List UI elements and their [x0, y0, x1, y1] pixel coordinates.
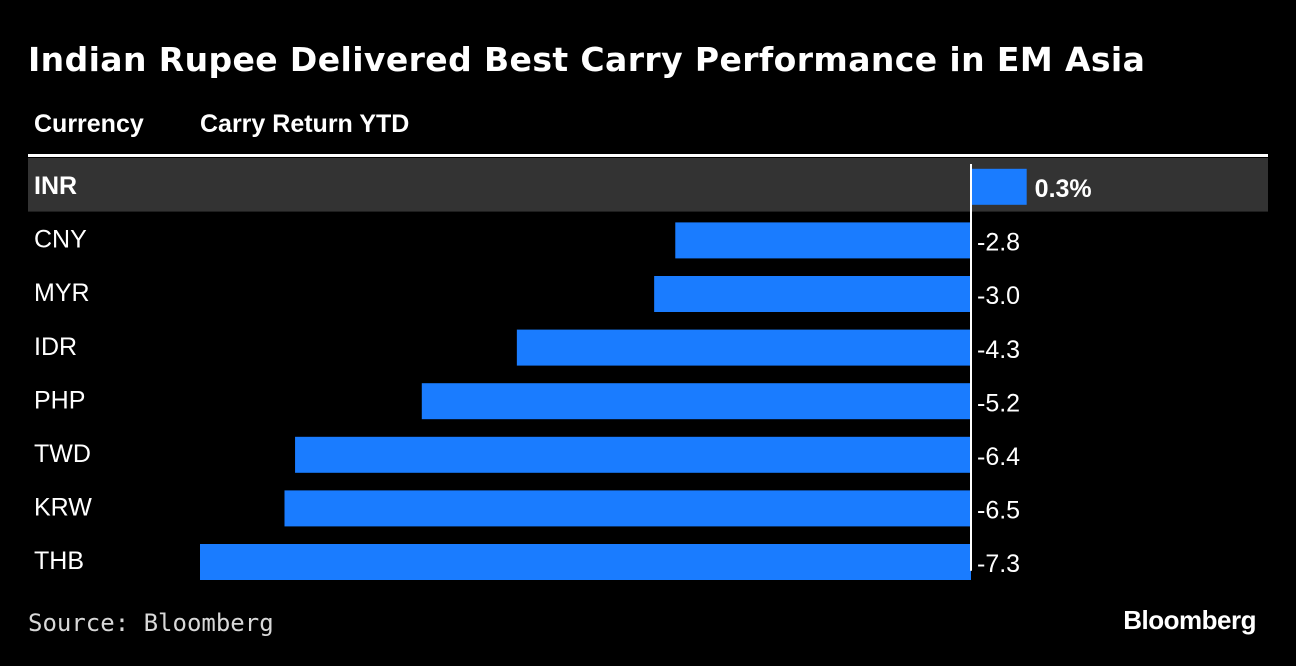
category-label-idr: IDR [34, 333, 77, 361]
bar-inr [972, 168, 1027, 205]
bar-thb [200, 544, 971, 580]
highlight-row-inr [28, 158, 1268, 212]
bar-chart: INR 0.3% CNY -2.8 MYR -3.0 IDR -4.3 PHP -5.2 TWD -6… [28, 158, 1268, 580]
bloomberg-logo: Bloomberg [1123, 605, 1256, 635]
bar-idr [516, 329, 971, 366]
value-label-idr: -4.3 [977, 336, 1020, 364]
value-label-thb: -7.3 [977, 550, 1020, 578]
category-label-cny: CNY [34, 226, 87, 254]
bar-cny [675, 222, 971, 259]
category-label-thb: THB [34, 547, 84, 575]
category-label-krw: KRW [34, 494, 92, 522]
header-rule [28, 154, 1268, 157]
category-label-myr: MYR [34, 279, 90, 307]
chart-title: Indian Rupee Delivered Best Carry Perfor… [28, 40, 1146, 79]
bar-twd [295, 436, 971, 473]
source-note: Source: Bloomberg [28, 609, 274, 637]
bar-php [421, 383, 971, 420]
carry-return-column-header: Carry Return YTD [200, 110, 410, 138]
currency-column-header: Currency [34, 110, 144, 138]
value-label-krw: -6.5 [977, 497, 1020, 525]
bar-krw [284, 490, 971, 527]
category-label-php: PHP [34, 386, 85, 414]
category-label-inr: INR [34, 172, 77, 200]
value-label-cny: -2.8 [977, 229, 1020, 257]
value-label-myr: -3.0 [977, 282, 1020, 310]
category-label-twd: TWD [34, 440, 91, 468]
value-label-twd: -6.4 [977, 443, 1020, 471]
value-label-inr: 0.3% [1035, 175, 1092, 203]
bar-myr [654, 276, 971, 312]
value-label-php: -5.2 [977, 389, 1020, 417]
